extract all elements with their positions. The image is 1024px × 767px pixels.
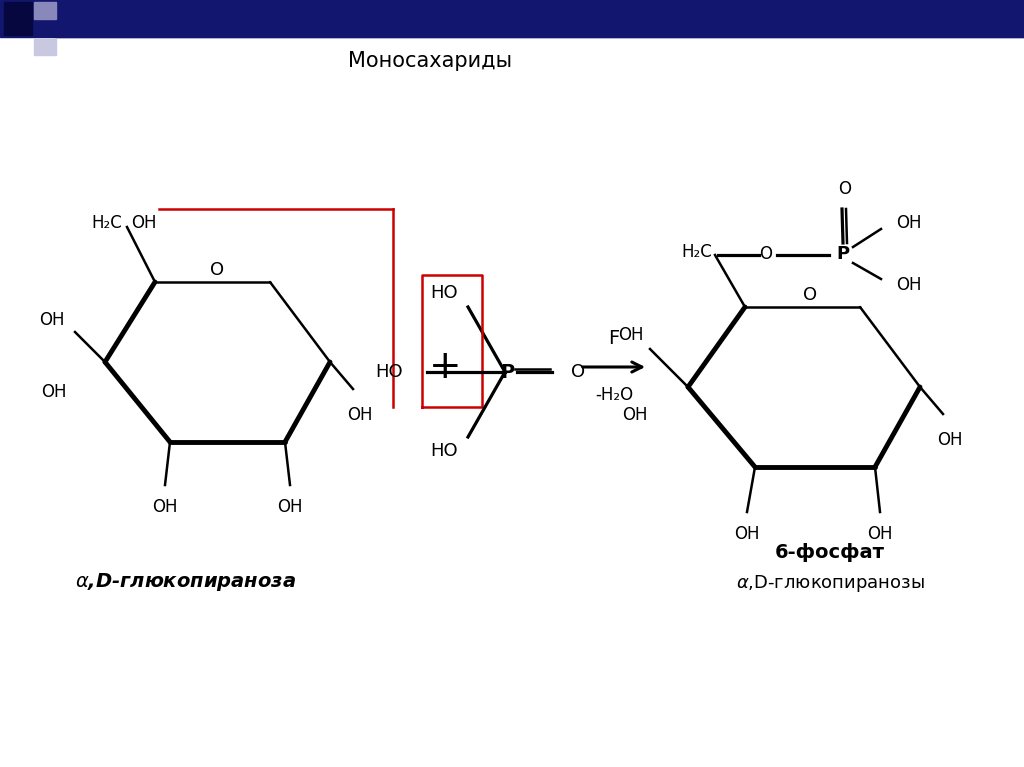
- Text: HO: HO: [430, 284, 458, 302]
- Text: OH: OH: [153, 498, 178, 516]
- Text: O: O: [571, 363, 585, 381]
- Text: O: O: [211, 261, 224, 279]
- Text: OH: OH: [40, 311, 65, 329]
- Text: OH: OH: [347, 406, 373, 424]
- Text: OH: OH: [42, 383, 67, 401]
- Text: OH: OH: [867, 525, 893, 543]
- Text: OH: OH: [618, 326, 644, 344]
- Text: +: +: [429, 348, 462, 386]
- Text: OH: OH: [896, 214, 922, 232]
- Text: H₂C: H₂C: [91, 214, 122, 232]
- Text: OH: OH: [131, 214, 157, 232]
- Text: OH: OH: [278, 498, 303, 516]
- Text: H₂C: H₂C: [681, 243, 712, 261]
- Text: Моносахариды: Моносахариды: [348, 51, 512, 71]
- Text: 6-фосфат: 6-фосфат: [775, 542, 885, 561]
- Text: -H₂O: -H₂O: [595, 386, 633, 404]
- Text: $\alpha$,D-глюкопираноза: $\alpha$,D-глюкопираноза: [75, 571, 296, 593]
- Text: O: O: [760, 245, 772, 263]
- Text: OH: OH: [937, 431, 963, 449]
- Text: HO: HO: [376, 363, 403, 381]
- Text: O: O: [839, 180, 852, 198]
- Text: F: F: [608, 330, 620, 348]
- Text: $\alpha$,D-глюкопиранозы: $\alpha$,D-глюкопиранозы: [735, 574, 925, 594]
- Bar: [55, 0, 1024, 37]
- Bar: [0, 0, 1024, 37]
- Text: O: O: [804, 286, 817, 304]
- Bar: [34, 39, 56, 55]
- Text: OH: OH: [734, 525, 760, 543]
- Bar: [34, 2, 56, 19]
- Text: P: P: [837, 245, 850, 263]
- Text: P: P: [500, 363, 514, 381]
- Bar: [4, 2, 32, 35]
- Text: HO: HO: [430, 442, 458, 460]
- Text: OH: OH: [896, 276, 922, 294]
- Text: OH: OH: [623, 406, 648, 424]
